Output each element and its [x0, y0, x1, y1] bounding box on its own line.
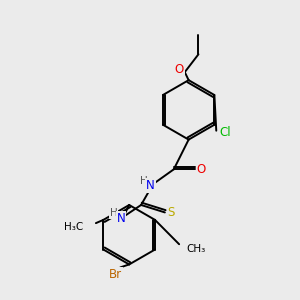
Text: Br: Br — [109, 268, 122, 281]
Text: N: N — [146, 179, 155, 192]
Text: S: S — [168, 206, 175, 219]
Text: N: N — [116, 212, 125, 225]
Text: H₃C: H₃C — [64, 222, 83, 232]
Text: O: O — [175, 63, 184, 76]
Text: H: H — [140, 176, 147, 186]
Text: CH₃: CH₃ — [186, 244, 205, 254]
Text: O: O — [196, 163, 206, 176]
Text: Cl: Cl — [219, 126, 231, 139]
Text: H: H — [110, 208, 118, 218]
